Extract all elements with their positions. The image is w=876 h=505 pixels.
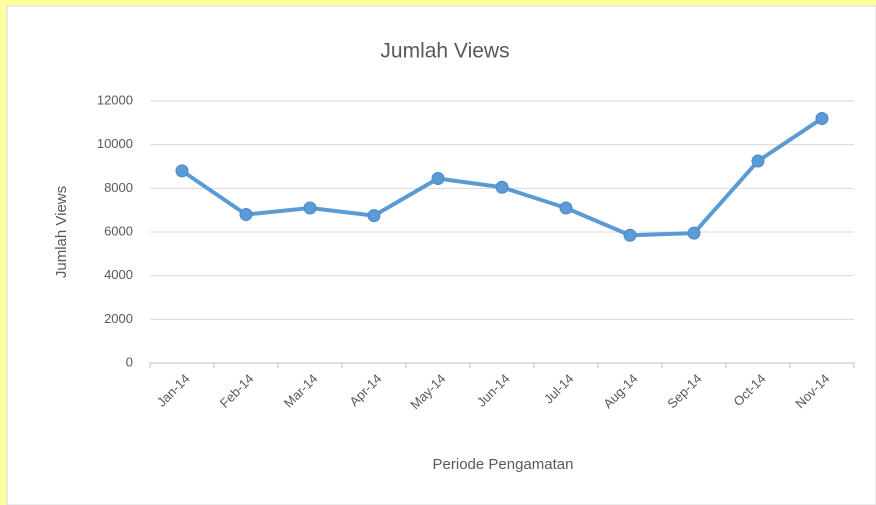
- y-tick-label: 10000: [97, 136, 133, 151]
- y-tick-label: 2000: [104, 311, 133, 326]
- marker: [367, 209, 381, 223]
- chart-title: Jumlah Views: [380, 40, 509, 63]
- y-axis-title: Jumlah Views: [53, 186, 70, 278]
- y-tick-label: 8000: [104, 180, 133, 195]
- y-tick-label: 6000: [104, 223, 133, 238]
- y-tick-label: 0: [126, 354, 133, 369]
- marker: [303, 201, 317, 215]
- chart-area: [6, 5, 876, 505]
- x-axis-title: Periode Pengamatan: [433, 456, 574, 473]
- y-tick-label: 4000: [104, 267, 133, 282]
- marker: [623, 228, 637, 242]
- marker: [431, 172, 445, 186]
- marker: [751, 154, 765, 168]
- marker: [495, 180, 509, 194]
- y-tick-label: 12000: [97, 92, 133, 107]
- marker: [687, 226, 701, 240]
- marker: [239, 208, 253, 222]
- marker: [175, 164, 189, 178]
- marker: [559, 201, 573, 215]
- marker: [815, 111, 829, 125]
